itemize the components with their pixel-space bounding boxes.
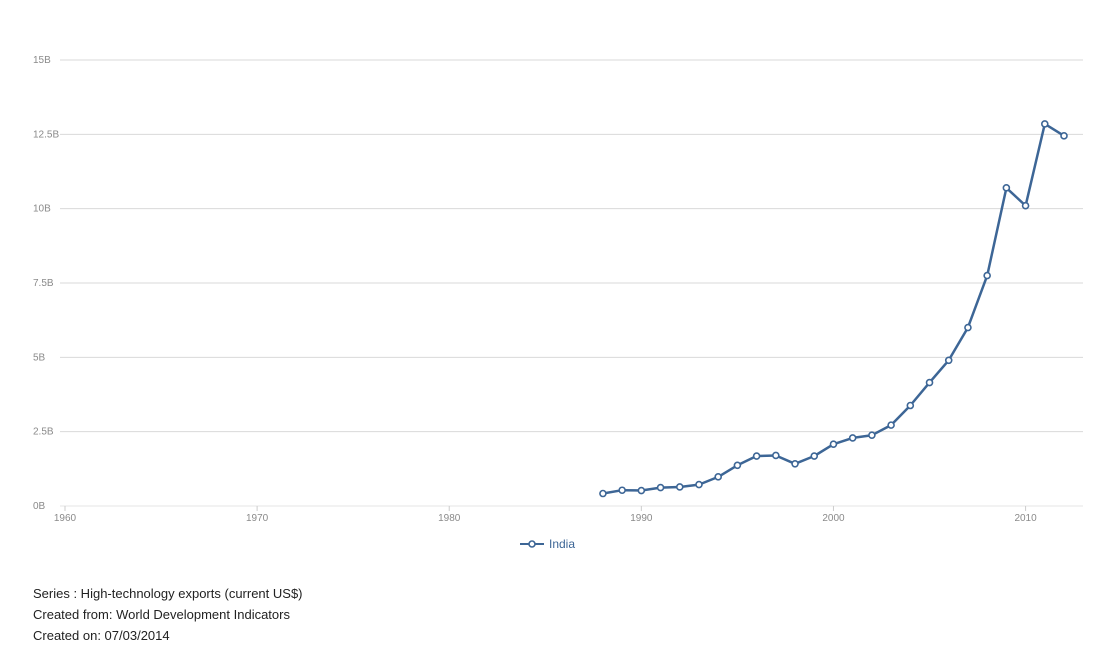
data-point[interactable]: [906, 401, 915, 410]
data-point[interactable]: [695, 480, 703, 489]
data-point[interactable]: [637, 486, 646, 495]
y-tick-label: 5B: [33, 352, 46, 363]
data-point[interactable]: [791, 459, 799, 468]
y-tick-label: 10B: [33, 204, 51, 215]
data-point[interactable]: [618, 486, 626, 495]
chart-footer: Series : High-technology exports (curren…: [33, 583, 303, 646]
data-point[interactable]: [944, 356, 953, 365]
y-tick-label: 15B: [33, 55, 51, 66]
y-axis-ticks: 0B 2.5B 5B 7.5B 10B 12.5B 15B: [33, 55, 59, 512]
data-point[interactable]: [810, 452, 819, 460]
data-point[interactable]: [925, 378, 934, 387]
data-point[interactable]: [733, 461, 742, 470]
x-tick-label: 1970: [246, 513, 269, 524]
legend-marker-icon: [528, 540, 536, 548]
series-description: Series : High-technology exports (curren…: [33, 586, 303, 601]
data-point[interactable]: [848, 434, 857, 442]
y-tick-label: 12.5B: [33, 129, 59, 140]
series-india: [599, 120, 1068, 498]
line-chart: 0B 2.5B 5B 7.5B 10B 12.5B 15B 1960 1970 1980 1990…: [33, 55, 1083, 551]
data-point[interactable]: [1021, 201, 1030, 210]
y-tick-label: 2.5B: [33, 427, 54, 438]
x-tick-label: 1980: [438, 513, 461, 524]
legend[interactable]: India: [520, 537, 575, 551]
data-point[interactable]: [964, 323, 972, 332]
source-description: Created from: World Development Indicato…: [33, 607, 290, 622]
legend-label-india: India: [549, 537, 575, 551]
y-tick-label: 7.5B: [33, 278, 54, 289]
data-point[interactable]: [752, 452, 761, 460]
series-line: [601, 122, 1066, 495]
data-point[interactable]: [599, 489, 607, 498]
data-point[interactable]: [1060, 132, 1068, 140]
data-point[interactable]: [675, 483, 684, 491]
data-point[interactable]: [714, 473, 722, 481]
x-tick-label: 1990: [630, 513, 653, 524]
data-point[interactable]: [1002, 184, 1011, 192]
x-axis-ticks: 1960 1970 1980 1990 2000 2010: [54, 506, 1037, 524]
x-tick-label: 2010: [1014, 513, 1037, 524]
data-point[interactable]: [868, 431, 876, 440]
x-tick-label: 2000: [822, 513, 845, 524]
data-point[interactable]: [772, 451, 780, 460]
creation-date: Created on: 07/03/2014: [33, 628, 170, 643]
grid-lines: [60, 59, 1083, 507]
data-point[interactable]: [829, 440, 838, 448]
data-point[interactable]: [983, 271, 991, 280]
data-point[interactable]: [656, 483, 665, 492]
x-tick-label: 1960: [54, 513, 77, 524]
data-point[interactable]: [887, 421, 895, 429]
data-point[interactable]: [1040, 120, 1049, 128]
y-tick-label: 0B: [33, 501, 46, 512]
